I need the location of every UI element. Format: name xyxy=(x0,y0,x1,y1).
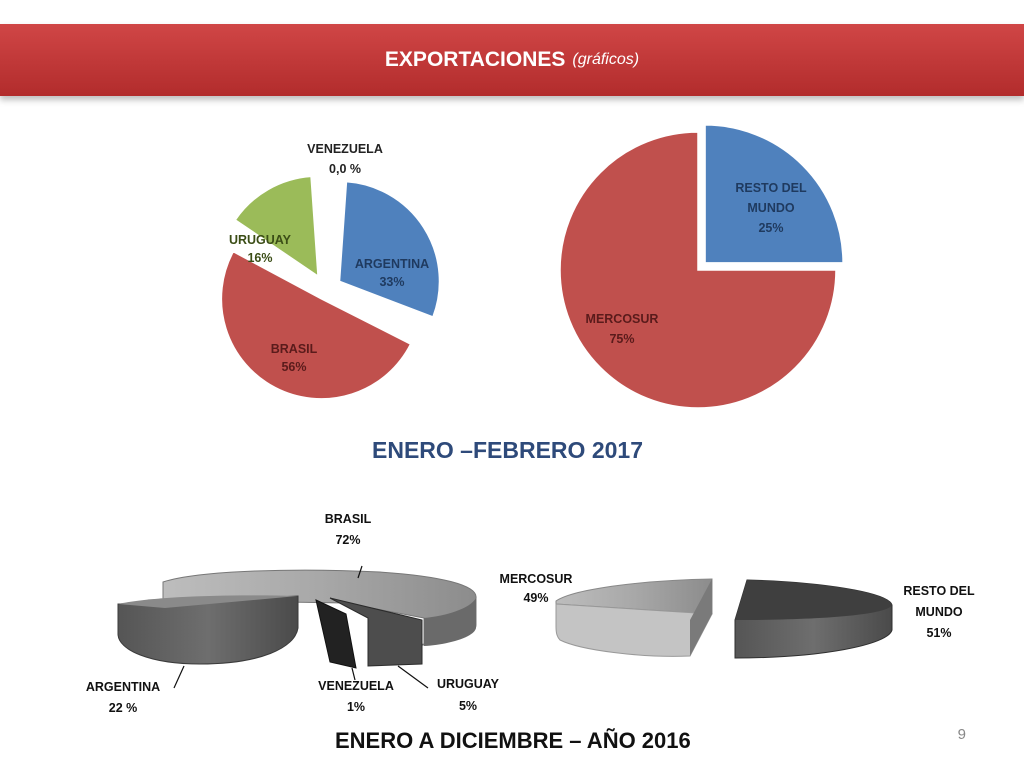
leader-brasil xyxy=(357,565,363,579)
label-resto-line1: RESTO DEL xyxy=(735,181,807,195)
slice-uruguay xyxy=(234,175,319,278)
label-2016-argentina-name: ARGENTINA xyxy=(86,680,160,694)
label-2016-venezuela-value: 1% xyxy=(347,700,365,714)
leader-argentina xyxy=(173,665,185,689)
pie-2017-countries: ARGENTINA 33% BRASIL 56% URUGUAY 16% VEN… xyxy=(220,142,441,400)
slice-3d-brasil xyxy=(162,569,477,646)
slice-3d-uruguay xyxy=(329,597,423,667)
label-2016-brasil-value: 72% xyxy=(335,533,360,547)
page-subtitle: (gráficos) xyxy=(572,51,640,68)
pie-2017-regions: RESTO DEL MUNDO 25% MERCOSUR 75% xyxy=(559,124,844,409)
leader-venezuela xyxy=(351,667,356,681)
slice-3d-mercosur xyxy=(555,603,713,657)
label-2016-brasil-name: BRASIL xyxy=(325,512,372,526)
slice-3d-argentina xyxy=(117,595,299,665)
page-title: EXPORTACIONES xyxy=(384,48,566,71)
label-uruguay-value: 16% xyxy=(247,251,272,265)
label-2016-argentina-value: 22 % xyxy=(109,701,138,715)
slice-mercosur xyxy=(559,131,837,409)
slice-3d-resto-top xyxy=(735,580,892,620)
label-mercosur-value: 75% xyxy=(609,332,634,346)
label-2016-mercosur-value: 49% xyxy=(523,591,548,605)
label-venezuela-name: VENEZUELA xyxy=(307,142,383,156)
slice-resto-del-mundo xyxy=(704,124,844,264)
section-label-2016: ENERO A DICIEMBRE – AÑO 2016 xyxy=(335,728,691,753)
slice-3d-argentina-top xyxy=(118,595,298,608)
label-2016-resto-line2: MUNDO xyxy=(915,605,962,619)
slice-3d-mercosur-side xyxy=(690,579,712,656)
slice-3d-venezuela xyxy=(315,599,357,669)
label-brasil-value: 56% xyxy=(281,360,306,374)
slice-3d-brasil-side xyxy=(424,598,476,646)
label-2016-uruguay-name: URUGUAY xyxy=(437,677,500,691)
label-2016-uruguay-value: 5% xyxy=(459,699,477,713)
label-uruguay-name: URUGUAY xyxy=(229,233,292,247)
label-venezuela-value: 0,0 % xyxy=(329,162,361,176)
label-mercosur-name: MERCOSUR xyxy=(586,312,659,326)
slice-argentina xyxy=(338,180,441,318)
pie-2016-countries: BRASIL 72% ARGENTINA 22 % VENEZUELA 1% U… xyxy=(86,512,500,715)
pie-2016-regions: MERCOSUR 49% RESTO DEL MUNDO 51% xyxy=(500,572,975,659)
title-banner: EXPORTACIONES (gráficos) xyxy=(0,24,1024,96)
label-2016-resto-line1: RESTO DEL xyxy=(903,584,975,598)
label-2016-venezuela-name: VENEZUELA xyxy=(318,679,394,693)
label-brasil-name: BRASIL xyxy=(271,342,318,356)
label-2016-resto-value: 51% xyxy=(926,626,951,640)
slice-brasil xyxy=(220,250,412,400)
label-argentina-value: 33% xyxy=(379,275,404,289)
label-argentina-name: ARGENTINA xyxy=(355,257,429,271)
label-resto-value: 25% xyxy=(758,221,783,235)
section-label-2017: ENERO –FEBRERO 2017 xyxy=(372,437,643,463)
leader-uruguay xyxy=(397,665,429,689)
page-number: 9 xyxy=(957,726,966,743)
label-2016-mercosur-name: MERCOSUR xyxy=(500,572,573,586)
label-resto-line2: MUNDO xyxy=(747,201,794,215)
